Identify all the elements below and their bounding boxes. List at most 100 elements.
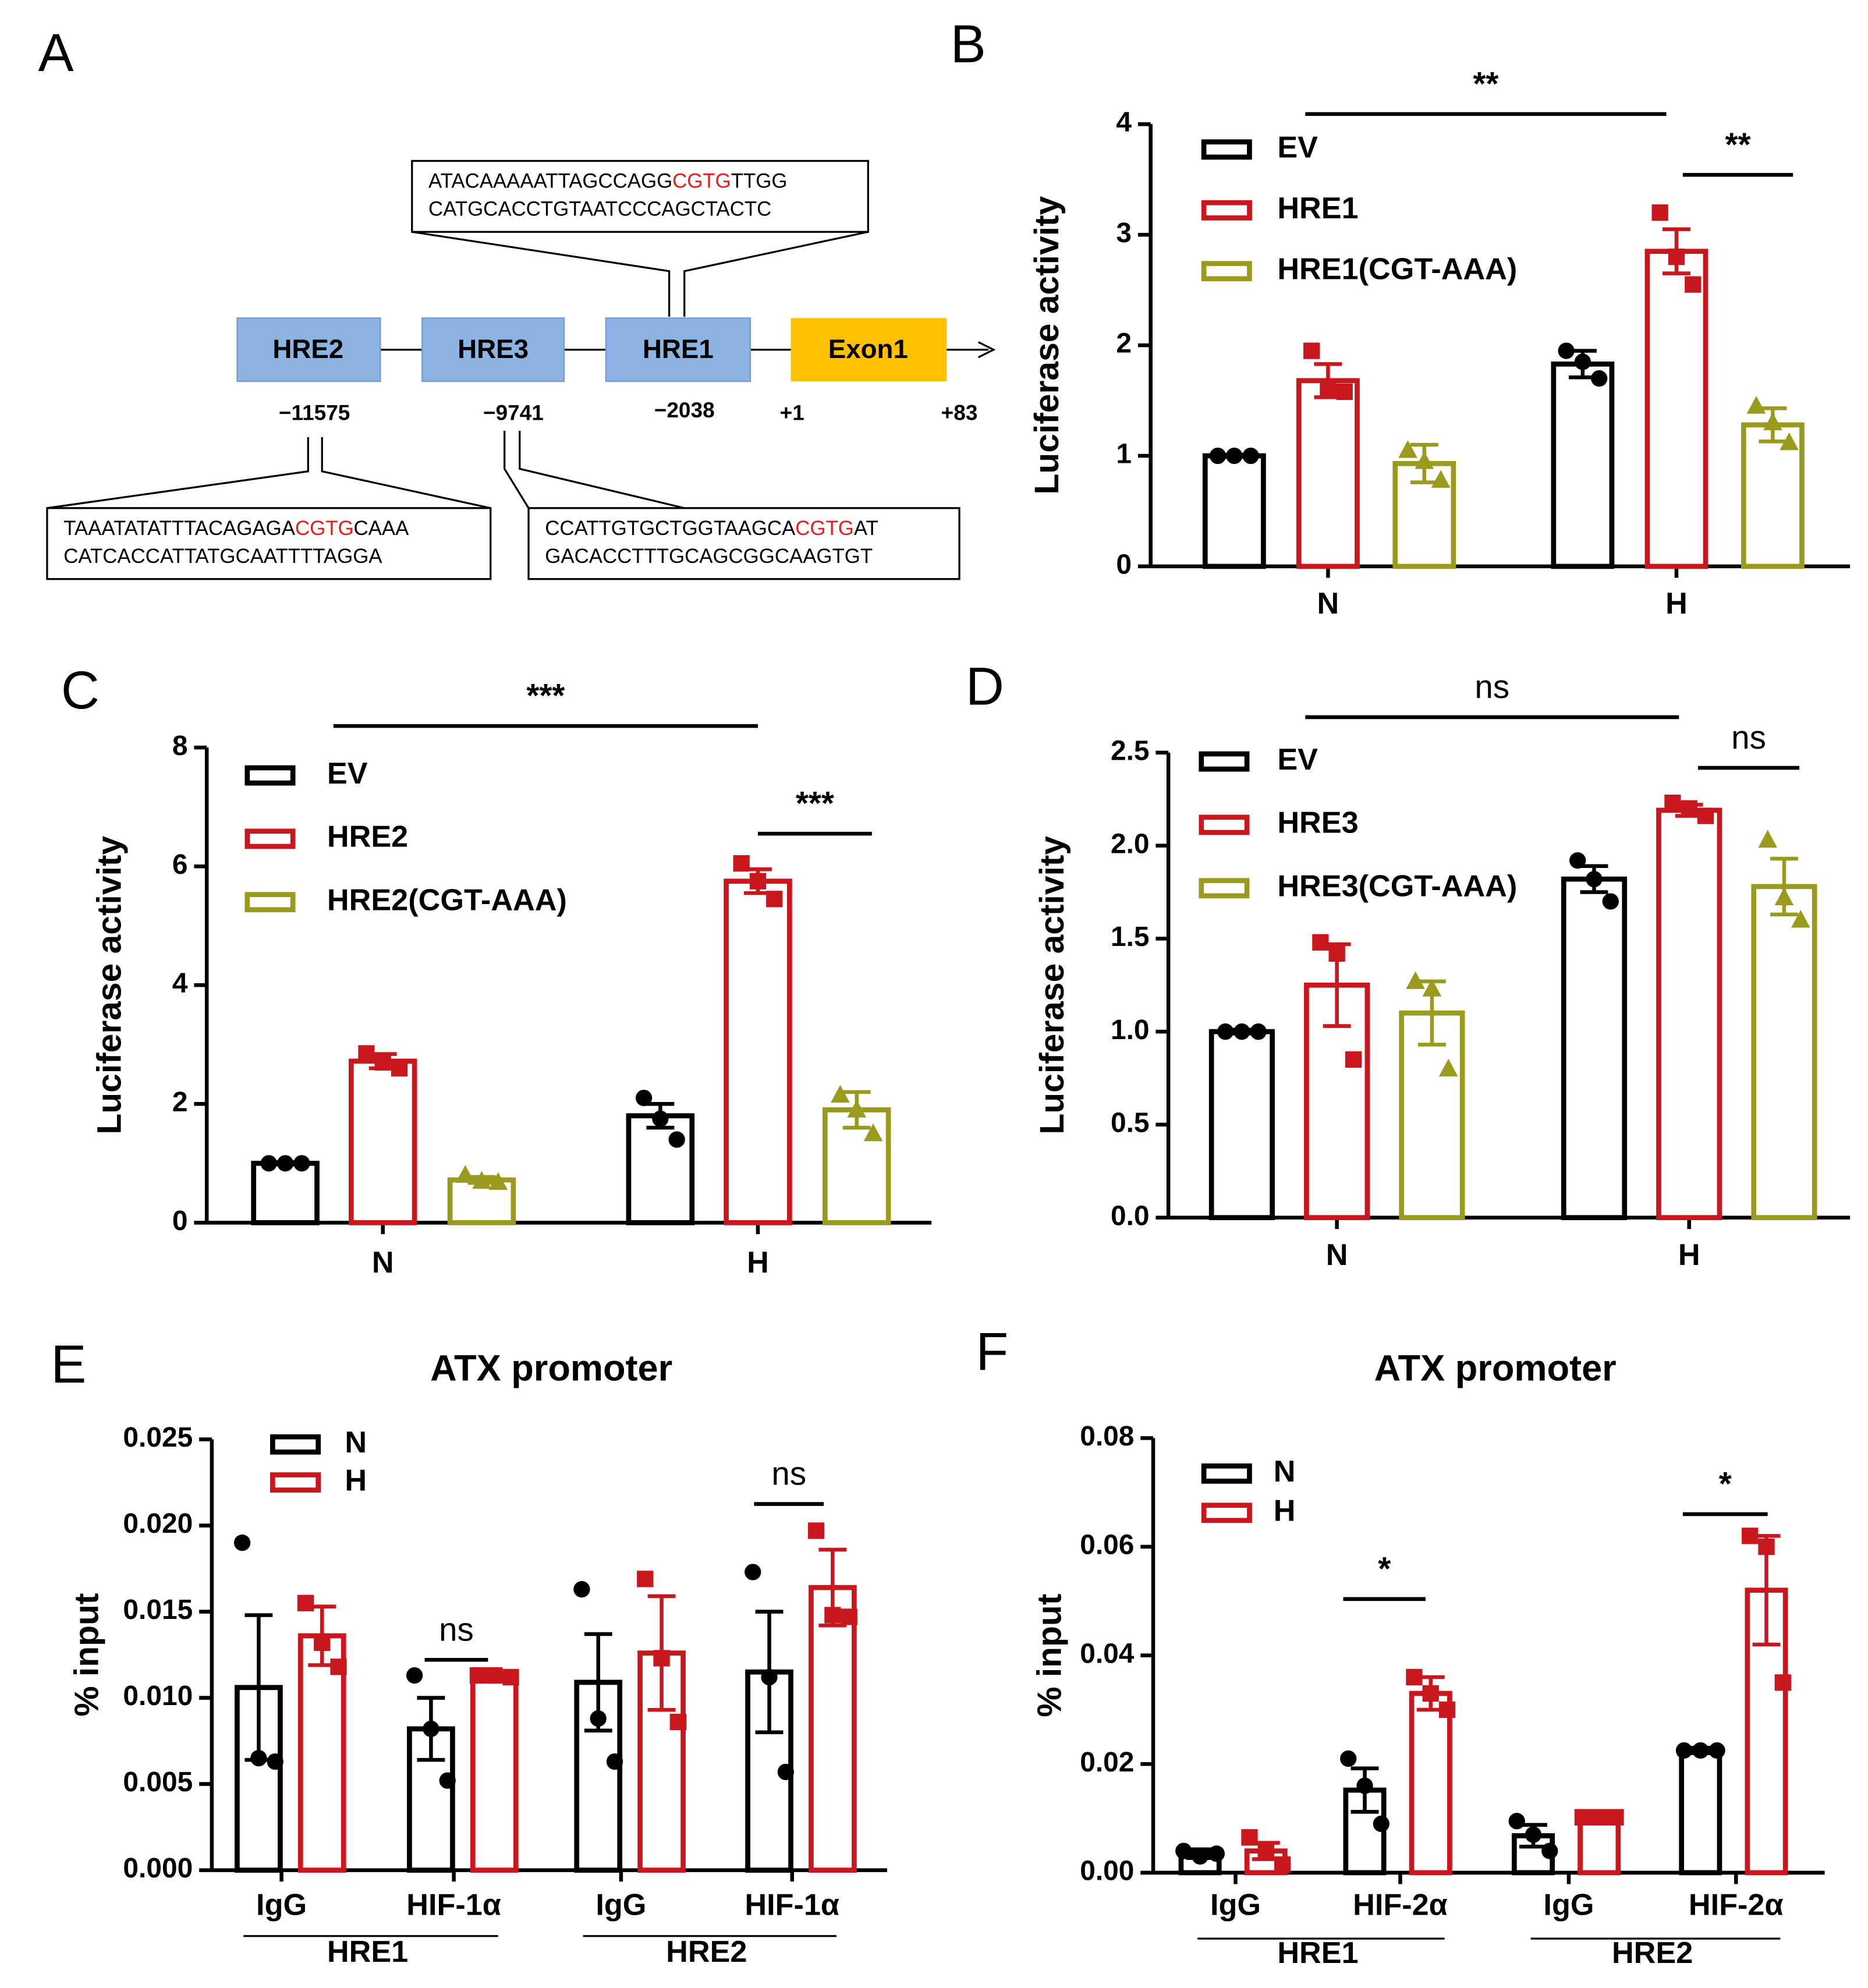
y-tick-label: 2.5	[1111, 736, 1150, 767]
data-point	[502, 1668, 519, 1686]
data-point	[1697, 807, 1714, 824]
group-label: HRE1	[327, 1935, 408, 1969]
group-label: HRE2	[1612, 1936, 1693, 1970]
legend-label: HRE3(CGT-AAA)	[1277, 870, 1517, 903]
data-point	[1406, 1668, 1423, 1686]
y-tick-label: 0.06	[1080, 1530, 1134, 1561]
data-point	[1746, 396, 1766, 414]
data-point	[1415, 451, 1434, 469]
x-tick-label: IgG	[256, 1888, 307, 1922]
y-tick-label: 2.0	[1111, 828, 1150, 859]
data-point	[1758, 1538, 1775, 1555]
legend-label: EV	[1277, 743, 1318, 777]
data-point	[1664, 794, 1681, 811]
data-point	[1226, 447, 1243, 465]
data-point	[406, 1667, 423, 1684]
data-point	[488, 1172, 508, 1190]
sequence: CATCACCATTATGCAATTTTAGGA	[63, 545, 382, 568]
bar	[1578, 1815, 1621, 1876]
data-point	[1602, 893, 1619, 910]
x-tick-label: N	[1326, 1238, 1348, 1272]
significance-label: ns	[439, 1611, 474, 1647]
data-point	[1541, 1842, 1558, 1859]
bar	[251, 1160, 320, 1225]
data-point	[423, 1720, 439, 1738]
legend-swatch	[244, 892, 296, 913]
data-point	[1774, 1674, 1791, 1691]
position: +83	[941, 401, 978, 425]
panel-label: B	[951, 15, 986, 74]
data-point	[1208, 1845, 1225, 1862]
data-point	[1340, 1750, 1357, 1767]
connector	[412, 231, 869, 317]
data-point	[863, 1123, 883, 1142]
data-point	[1651, 204, 1668, 221]
sequence: ATACAAAAATTAGCCAGGCGTGTTGG	[428, 170, 787, 193]
data-point	[250, 1750, 267, 1767]
data-point	[1320, 379, 1337, 396]
data-point	[1791, 910, 1810, 928]
data-point	[745, 1564, 761, 1581]
data-point	[1217, 1023, 1234, 1040]
bar	[1561, 876, 1628, 1221]
data-point	[1607, 1809, 1624, 1826]
data-point	[469, 1667, 487, 1684]
data-point	[1681, 800, 1697, 817]
data-point	[1422, 1685, 1439, 1702]
hre-label: HRE2	[272, 334, 343, 364]
hre-box	[236, 317, 381, 382]
legend-label: N	[345, 1426, 367, 1459]
data-point	[358, 1045, 375, 1062]
data-point	[1233, 1023, 1250, 1040]
bar	[1679, 1748, 1722, 1876]
data-point	[1438, 1058, 1458, 1077]
data-point	[653, 1650, 670, 1667]
x-tick-label: HIF-2α	[1689, 1888, 1784, 1922]
legend-label: HRE3	[1277, 806, 1358, 840]
sequence: GACACCTTTGCAGCGGCAAGTGT	[545, 545, 873, 568]
bar	[626, 1113, 695, 1225]
chart-title: ATX promoter	[430, 1348, 672, 1389]
y-tick-label: 0.02	[1080, 1747, 1134, 1778]
data-point	[455, 1165, 475, 1183]
panel-label: E	[51, 1335, 86, 1394]
data-point	[260, 1155, 277, 1172]
data-point	[1274, 1856, 1291, 1873]
x-tick-label: IgG	[596, 1888, 646, 1922]
y-axis-label: Luciferase activity	[90, 836, 128, 1135]
data-point	[637, 1571, 654, 1587]
seq-part: ATACAAAAATTAGCCAGG	[428, 170, 672, 193]
data-point	[1692, 1742, 1709, 1759]
hre-label: HRE1	[643, 334, 714, 364]
sequence-box	[46, 507, 492, 580]
data-point	[1742, 1528, 1759, 1544]
y-tick-label: 0.020	[123, 1508, 193, 1539]
data-point	[1709, 1742, 1725, 1759]
data-point	[1356, 1777, 1373, 1794]
position: +1	[780, 401, 804, 425]
data-point	[293, 1155, 310, 1172]
data-point	[1586, 870, 1603, 888]
data-point	[1758, 830, 1777, 848]
legend-swatch	[270, 1472, 321, 1493]
y-tick-label: 0.00	[1080, 1856, 1134, 1887]
y-tick-label: 2	[172, 1087, 188, 1118]
data-point	[1398, 440, 1417, 458]
panel-label: C	[61, 661, 100, 720]
data-point	[1406, 971, 1425, 989]
y-tick-label: 6	[172, 849, 188, 880]
data-point	[1175, 1842, 1192, 1859]
bar	[470, 1674, 519, 1873]
data-point	[297, 1594, 314, 1611]
legend-label: HRE1(CGT-AAA)	[1277, 253, 1517, 286]
hre-box	[421, 317, 565, 382]
data-point	[1438, 1701, 1456, 1718]
data-point	[486, 1667, 503, 1684]
data-point	[1373, 1815, 1390, 1833]
data-point	[1241, 1829, 1258, 1846]
data-point	[749, 873, 767, 890]
legend-label: HRE2(CGT-AAA)	[327, 883, 567, 917]
legend-swatch	[1201, 200, 1252, 221]
x-tick-label: H	[1665, 587, 1688, 621]
panel-label: F	[976, 1322, 1008, 1381]
